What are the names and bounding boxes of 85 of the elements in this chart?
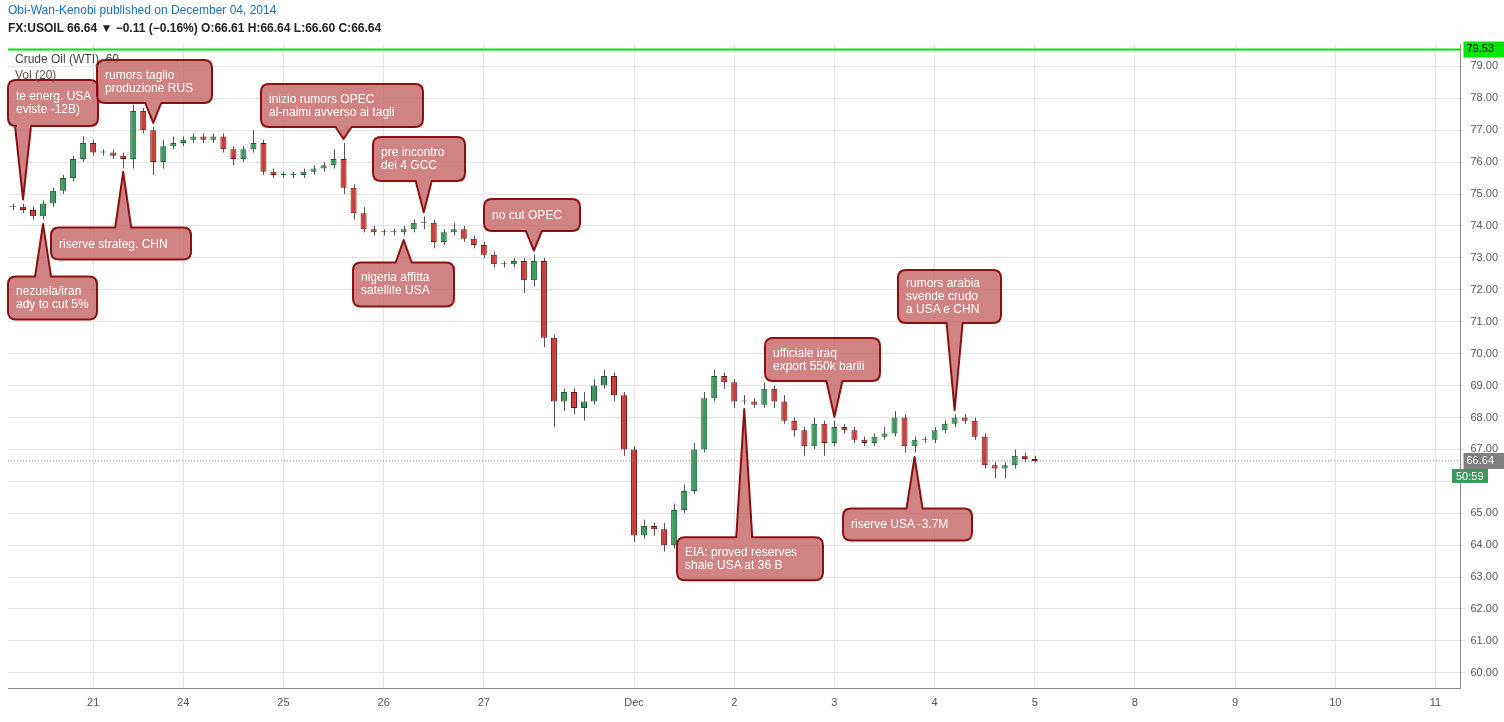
annotation: te energ. USA eviste -12B) [16,89,92,116]
candlestick [601,369,608,390]
x-tick-label: 27 [477,696,490,709]
annotation: 50:59 [1452,469,1488,483]
candlestick [230,145,237,166]
candlestick [641,519,648,540]
y-tick-label: 63.00 [1470,570,1498,583]
candlestick [761,381,768,409]
candlestick [160,139,167,169]
y-tick-label: 75.00 [1470,187,1498,200]
candlestick [220,132,227,154]
y-tick-label: 67.00 [1470,442,1498,455]
candlestick [530,254,537,288]
annotation: pre incontro dei 4 GCC [381,144,445,174]
annotation: inizio rumors OPEC al-naimi avverso ai tagli [269,90,395,121]
annotation: Vol (20) [15,68,57,82]
x-tick-label: Dec [624,696,645,709]
candlestick [560,388,567,412]
annotation: EIA: proved reserves shale USA at 36 B [685,543,798,574]
candlestick [80,136,87,163]
y-tick-label: 74.00 [1470,218,1498,231]
y-tick-label: 71.00 [1470,314,1498,327]
y-tick-label: 79.00 [1470,59,1498,72]
candlestick [831,420,838,447]
y-tick-label: 70.00 [1470,346,1498,359]
annotation: no cut OPEC [492,206,563,224]
candlestick [711,369,718,403]
y-tick-label: 65.00 [1470,506,1498,519]
candlestick [350,183,357,221]
candlestick [140,107,147,134]
candlestick [360,206,367,233]
annotation: riserve USA -3.7M [851,515,949,533]
candlestick [892,410,897,438]
annotation: rumors taglio produzione RUS [105,67,194,95]
y-tick-label: 62.00 [1470,602,1498,615]
candlestick [520,257,527,294]
y-tick-label: 76.00 [1470,155,1498,168]
text: Obi-Wan-Kenobi published on December 04, 2014 [8,3,277,17]
x-tick-label: 4 [931,696,938,709]
candlestick [791,416,798,438]
candlestick [590,378,597,406]
y-tick-label: 69.00 [1470,378,1498,391]
candlestick [570,388,577,415]
annotation: nigeria affitta satellite USA [361,269,430,299]
y-tick-label: 72.00 [1470,282,1498,295]
annotation: nezuela/iran ady to cut 5% [16,282,89,313]
candlestick [430,219,437,249]
candlestick [40,199,47,221]
x-tick-label: 10 [1329,696,1342,709]
x-tick-label: 11 [1429,696,1442,709]
candlestick [681,484,688,514]
x-tick-label: 5 [1031,696,1038,709]
y-tick-label: 64.00 [1470,538,1498,551]
ref-line-label: 79.53 [1466,42,1494,55]
ref-line-label: 66.64 [1466,453,1494,466]
y-tick-label: 78.00 [1470,91,1498,104]
candlestick [611,372,618,403]
x-tick-label: 8 [1131,696,1138,709]
chart-subtitle: FX:USOIL 66.64 ▼ −0.11 (−0.16%) O:66.61 H:66.64 L:66.60 C:66.64 [8,21,382,35]
x-tick-label: 24 [177,696,190,709]
candlestick [771,385,778,409]
candlestick [971,416,978,441]
x-tick-label: 25 [277,696,290,709]
candlestick [70,155,77,182]
x-tick-label: 9 [1232,696,1239,709]
candlestick [661,522,668,553]
x-tick-label: 2 [731,696,738,709]
candlestick [811,416,818,450]
x-tick-label: 21 [87,696,100,709]
y-tick-label: 60.00 [1470,665,1498,678]
annotation: rumors arabia svende crudo a USA e CHN [906,275,981,318]
x-tick-label: 3 [831,696,838,709]
candlestick [50,187,57,208]
y-tick-label: 68.00 [1470,410,1498,423]
y-tick-label: 61.00 [1470,633,1498,646]
candlestick [801,426,808,457]
annotation: riserve strateg. CHN [59,235,168,253]
annotation: ufficiale iraq export 550k barili [773,344,865,375]
candlestick [732,378,737,409]
candlestick [60,174,67,195]
y-tick-label: 77.00 [1470,123,1498,136]
candlestick [821,420,828,457]
x-tick-label: 26 [377,696,390,709]
candlestick [782,394,787,425]
y-tick-label: 73.00 [1470,250,1498,263]
